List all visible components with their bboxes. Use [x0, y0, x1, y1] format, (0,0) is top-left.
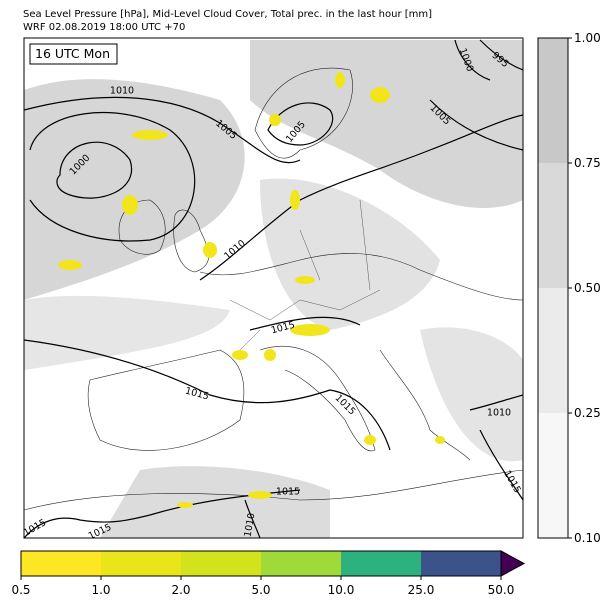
cloud-tick-label: 0.75	[574, 156, 601, 170]
precip-swatch	[181, 551, 261, 576]
cloud-cover	[24, 40, 523, 538]
precip-extend	[500, 550, 526, 577]
precip-tick-label: 5.0	[251, 583, 270, 597]
precip-tick-label: 1.0	[91, 583, 110, 597]
cloud-tick-label: 0.25	[574, 406, 601, 420]
cloud-swatch	[538, 38, 568, 163]
contour-label: 1015	[276, 487, 300, 498]
cloud-swatch	[538, 413, 568, 538]
title: Sea Level Pressure [hPa], Mid-Level Clou…	[23, 9, 432, 20]
contour-label: 1010	[487, 408, 511, 419]
subtitle: WRF 02.08.2019 18:00 UTC +70	[23, 22, 185, 33]
precip-swatch	[101, 551, 181, 576]
precip-tick-label: 10.0	[328, 583, 355, 597]
precipitation	[58, 72, 445, 508]
precip-swatch	[341, 551, 421, 576]
precip-tick-label: 25.0	[408, 583, 435, 597]
cloud-tick-label: 1.00	[574, 31, 601, 45]
precip-swatch	[21, 551, 101, 576]
time-label: 16 UTC Mon	[35, 46, 110, 61]
precip-swatch	[261, 551, 341, 576]
time-box	[29, 43, 118, 65]
precip-colorbar: 0.5 1.0 2.0 5.0 10.0 25.0 50.0	[11, 550, 526, 597]
cloud-tick-label: 0.50	[574, 281, 601, 295]
map: 1010 1005 1000 1005 1005 1000 995 1010 1…	[23, 37, 524, 539]
precip-tick-label: 0.5	[11, 583, 30, 597]
cloud-tick-label: 0.10	[574, 531, 601, 545]
contour-label: 1010	[242, 512, 257, 538]
cloud-swatch	[538, 163, 568, 288]
precip-tick-label: 2.0	[171, 583, 190, 597]
precip-tick-label: 50.0	[488, 583, 515, 597]
contour-label: 1010	[110, 86, 134, 97]
cloud-swatch	[538, 288, 568, 413]
cloud-colorbar: 0.10 0.25 0.50 0.75 1.00	[537, 31, 601, 545]
precip-swatch	[421, 551, 501, 576]
